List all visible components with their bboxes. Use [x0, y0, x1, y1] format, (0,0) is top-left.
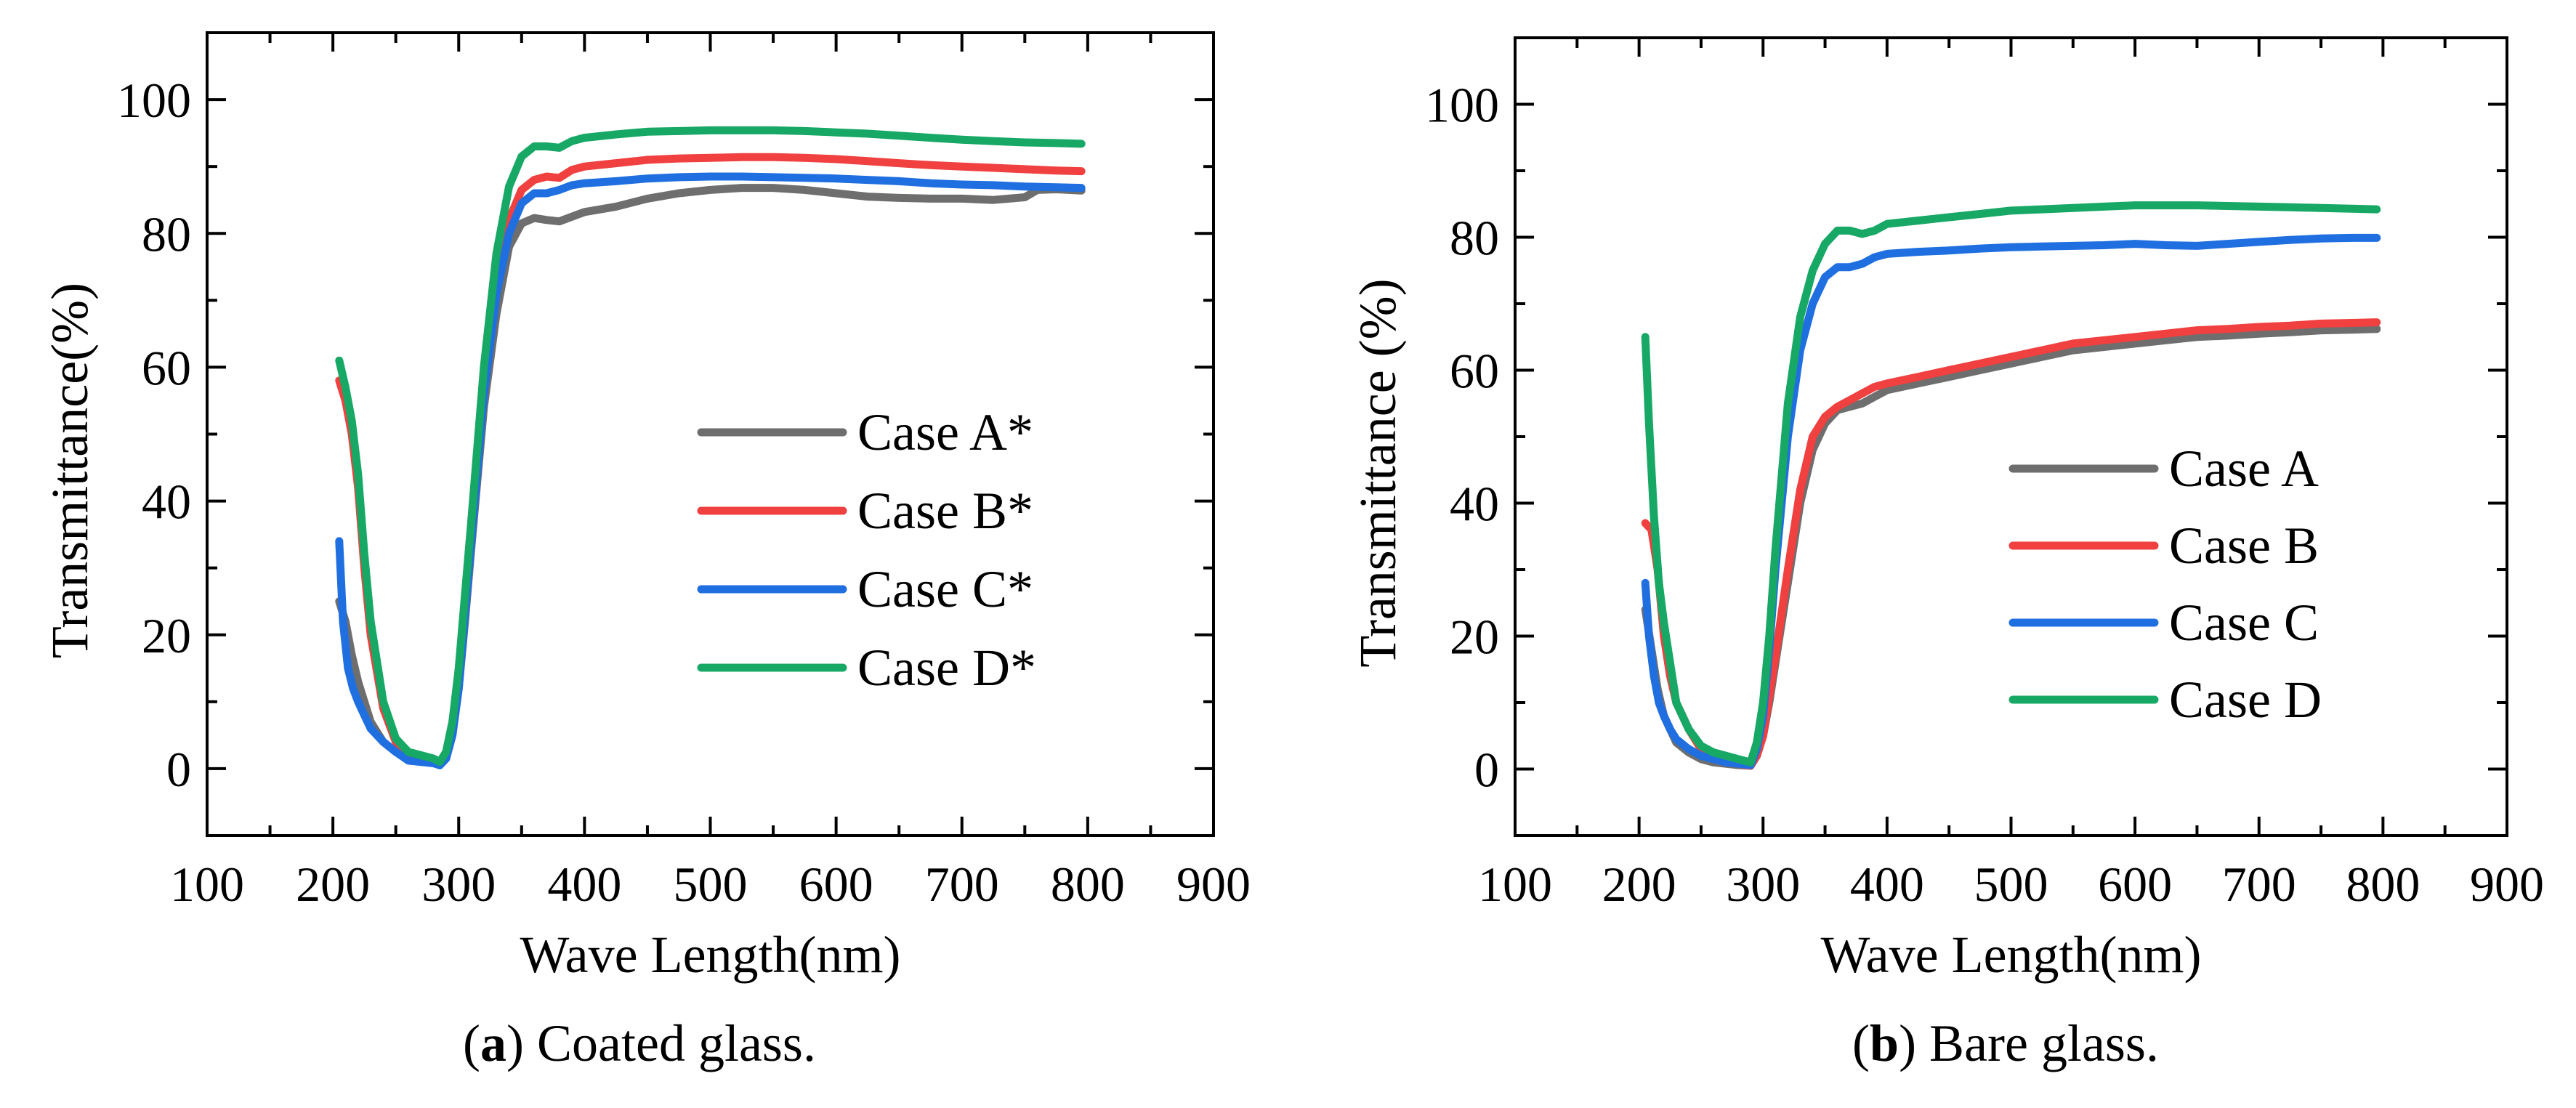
x-tick-label: 900 [2470, 857, 2544, 912]
chart-panel-b: 100 200 300 400 500 600 700 800 900 0 20 40 60 80 100 W… [1349, 36, 2544, 1072]
x-tick-label: 600 [799, 857, 873, 912]
series-line-case-d [1641, 201, 2381, 767]
x-tick-label: 700 [2222, 857, 2296, 912]
legend-label: Case B [2169, 517, 2319, 575]
y-tick-label: 40 [142, 474, 191, 530]
y-tick-label: 80 [142, 206, 191, 262]
x-tick-label: 500 [1974, 857, 2048, 912]
y-tick-label: 100 [117, 73, 191, 128]
x-axis-title: Wave Length(nm) [1820, 926, 2201, 984]
x-tick-label: 800 [2346, 857, 2420, 912]
x-tick-label: 400 [1850, 857, 1924, 912]
series-line-case-c [1641, 233, 2381, 769]
y-tick-label: 20 [1450, 610, 1499, 665]
chart-panel-a: 100 200 300 400 500 600 700 800 900 0 20 40 60 80 100 W… [41, 31, 1251, 1072]
series-line-case-d [335, 126, 1086, 767]
x-tick-label: 900 [1176, 857, 1251, 912]
legend-label: Case D [2169, 671, 2322, 729]
panel-letter: a [480, 1014, 506, 1072]
y-axis-title: Transmittance (%) [1349, 278, 1407, 667]
legend-label: Case C* [857, 560, 1033, 618]
panel-letter: b [1870, 1014, 1899, 1072]
series-line-case-c [335, 172, 1086, 769]
x-tick-label: 300 [1726, 857, 1800, 912]
y-tick-label: 100 [1425, 78, 1499, 133]
y-tick-label: 80 [1450, 211, 1499, 266]
x-tick-label: 600 [2098, 857, 2172, 912]
x-axis-title: Wave Length(nm) [520, 926, 900, 984]
legend-label: Case B* [857, 482, 1033, 540]
x-tick-label: 700 [925, 857, 999, 912]
y-tick-label: 40 [1450, 477, 1499, 532]
legend-label: Case A* [857, 403, 1033, 461]
x-tick-label: 200 [296, 857, 370, 912]
legend-label: Case A [2169, 440, 2319, 498]
x-tick-label: 200 [1602, 857, 1676, 912]
y-tick-label: 60 [1450, 344, 1499, 399]
x-tick-label: 500 [674, 857, 748, 912]
x-tick-label: 300 [421, 857, 496, 912]
legend-label: Case D* [857, 639, 1036, 697]
panel-caption: (a) Coated glass. [463, 1014, 816, 1072]
x-tick-label: 800 [1051, 857, 1125, 912]
y-tick-label: 0 [1474, 743, 1499, 798]
panel-caption: (b) Bare glass. [1852, 1014, 2159, 1072]
legend-label: Case C [2169, 594, 2319, 652]
y-tick-label: 0 [166, 742, 191, 797]
x-tick-label: 100 [1478, 857, 1552, 912]
x-tick-label: 400 [547, 857, 621, 912]
x-tick-label: 100 [170, 857, 244, 912]
y-tick-label: 60 [142, 340, 191, 395]
y-tick-label: 20 [142, 608, 191, 663]
y-axis-title: Transmittance(%) [41, 283, 99, 658]
